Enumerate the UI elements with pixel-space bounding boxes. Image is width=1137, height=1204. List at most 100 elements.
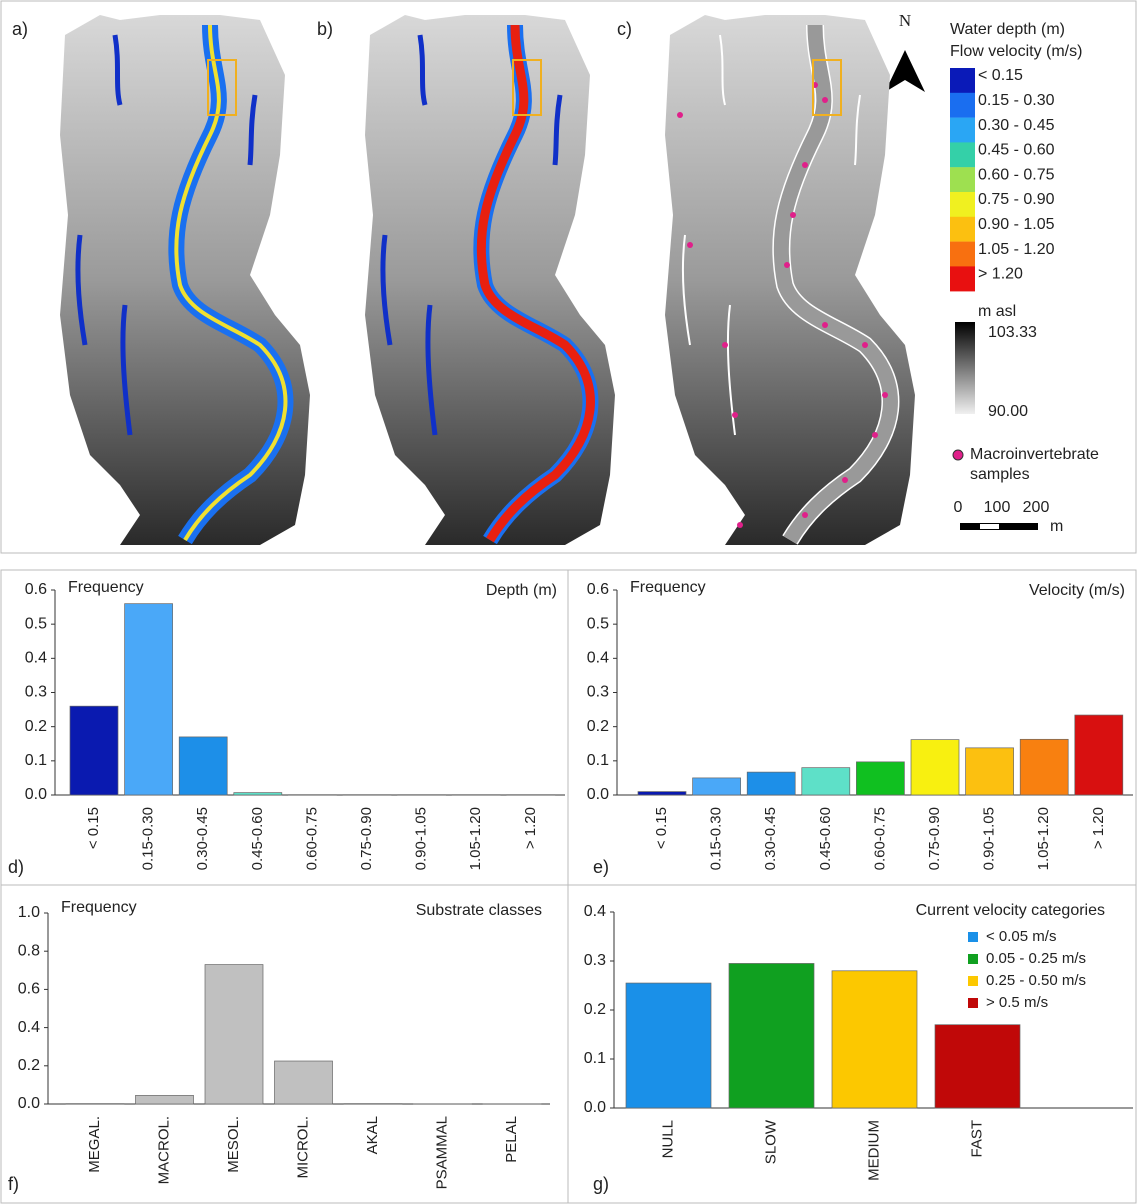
legend-label: 0.05 - 0.25 m/s (986, 950, 1086, 967)
x-tick-label: > 1.20 (1090, 807, 1107, 849)
panel-label: f) (8, 1174, 19, 1194)
y-tick-label: 1.0 (18, 904, 40, 921)
legend-swatch (950, 117, 975, 143)
x-tick-label: PSAMMAL (433, 1116, 450, 1189)
legend-swatch (950, 92, 975, 118)
y-tick-label: 0.6 (18, 981, 40, 998)
side-channel (719, 34, 726, 106)
x-tick-label: 0.60-0.75 (303, 807, 320, 870)
side-channel (380, 234, 393, 346)
sample-point (677, 112, 683, 118)
y-tick-label: 0.3 (25, 684, 47, 701)
chart-title: Current velocity categories (916, 902, 1105, 919)
samples-label: Macroinvertebrate (970, 446, 1099, 463)
bar (637, 791, 687, 796)
x-tick-label: NULL (659, 1120, 676, 1158)
sample-point (882, 392, 888, 398)
x-tick-label: MESOL. (225, 1116, 242, 1173)
elevation-bar (955, 322, 975, 414)
panel-label: a) (12, 19, 28, 39)
legend-label: > 1.20 (978, 266, 1023, 283)
x-tick-label: MACROL. (155, 1116, 172, 1184)
x-tick-label: 0.45-0.60 (249, 807, 266, 870)
y-tick-label: 0.4 (25, 650, 47, 667)
x-tick-label: 0.15-0.30 (708, 807, 725, 870)
bar (135, 1095, 194, 1105)
north-arrow (885, 50, 925, 92)
elevation-max: 103.33 (988, 324, 1037, 341)
y-tick-label: 0.1 (25, 752, 47, 769)
y-tick-label: 0.6 (587, 581, 609, 598)
x-tick-label: MICROL. (294, 1116, 311, 1179)
bar (1074, 714, 1124, 796)
panel-label: e) (593, 857, 609, 877)
sample-point (790, 212, 796, 218)
y-tick-label: 0.0 (587, 786, 609, 803)
x-tick-label: PELAL (503, 1116, 520, 1163)
sample-point (687, 242, 693, 248)
y-tick-label: 0.3 (584, 952, 606, 969)
panel-label: b) (317, 19, 333, 39)
x-tick-label: 1.05-1.20 (467, 807, 484, 870)
scale-tick: 100 (984, 499, 1011, 516)
panel-label: d) (8, 857, 24, 877)
y-tick-label: 0.1 (587, 752, 609, 769)
y-tick-label: 0.5 (25, 615, 47, 632)
sample-point (822, 322, 828, 328)
scale-unit: m (1050, 518, 1063, 535)
side-channel (75, 234, 88, 346)
sample-symbol (952, 449, 964, 461)
y-tick-label: 0.2 (584, 1001, 606, 1018)
x-tick-label: FAST (968, 1120, 985, 1158)
x-tick-label: 0.45-0.60 (817, 807, 834, 870)
x-tick-label: 0.90-1.05 (981, 807, 998, 870)
sample-point (737, 522, 743, 528)
legend-label: 0.90 - 1.05 (978, 216, 1055, 233)
bar (746, 771, 796, 796)
legend-swatch (968, 976, 978, 986)
bar (934, 1024, 1021, 1109)
x-tick-label: MEDIUM (865, 1120, 882, 1181)
legend-label: 0.45 - 0.60 (978, 142, 1055, 159)
scale-tick: 0 (954, 499, 963, 516)
sample-point (722, 342, 728, 348)
bar (692, 777, 741, 796)
side-channel (120, 304, 133, 436)
y-tick-label: 0.0 (25, 786, 47, 803)
elevation-min: 90.00 (988, 403, 1028, 420)
y-axis-label: Frequency (68, 579, 144, 596)
bar (831, 970, 918, 1109)
x-tick-label: 0.60-0.75 (871, 807, 888, 870)
x-tick-label: AKAL (364, 1116, 381, 1154)
y-tick-label: 0.0 (584, 1099, 606, 1116)
legend-swatch (950, 266, 975, 292)
y-tick-label: 0.2 (18, 1057, 40, 1074)
x-tick-label: < 0.15 (653, 807, 670, 849)
river-inner (773, 24, 898, 544)
legend-label: 0.30 - 0.45 (978, 117, 1055, 134)
sample-point (802, 162, 808, 168)
side-channel (854, 94, 861, 166)
legend-swatch (950, 167, 975, 193)
bar (204, 964, 264, 1105)
bar (124, 603, 173, 796)
y-axis-label: Frequency (630, 579, 706, 596)
y-axis-label: Frequency (61, 899, 137, 916)
y-tick-label: 0.0 (18, 1095, 40, 1112)
y-tick-label: 0.2 (25, 718, 47, 735)
chart-title: Substrate classes (416, 902, 542, 919)
bar (233, 792, 283, 796)
bar (856, 761, 905, 796)
side-channel (726, 304, 736, 436)
y-tick-label: 0.3 (587, 684, 609, 701)
scale-bar (980, 524, 999, 529)
sample-point (822, 97, 828, 103)
side-channel (425, 304, 438, 436)
legend-title: Flow velocity (m/s) (950, 43, 1082, 60)
sample-point (872, 432, 878, 438)
legend-swatch (950, 192, 975, 217)
river-core (174, 24, 288, 542)
sample-point (732, 412, 738, 418)
